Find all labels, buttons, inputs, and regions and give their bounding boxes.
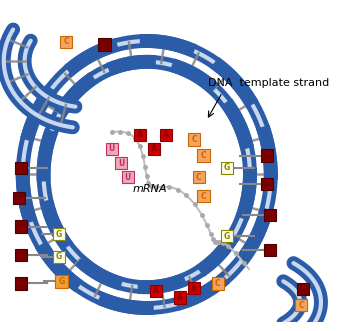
Text: DNA  template strand: DNA template strand [208, 78, 329, 88]
FancyBboxPatch shape [15, 277, 27, 290]
Text: A: A [191, 284, 197, 293]
Text: U: U [109, 144, 115, 154]
Text: C: C [191, 135, 197, 144]
FancyBboxPatch shape [106, 143, 118, 155]
Text: A: A [137, 130, 143, 139]
Text: A: A [163, 130, 169, 139]
FancyBboxPatch shape [261, 178, 273, 190]
Text: C: C [63, 37, 69, 46]
FancyBboxPatch shape [212, 277, 224, 290]
Text: C: C [215, 279, 221, 288]
FancyBboxPatch shape [264, 209, 276, 221]
Text: A: A [153, 286, 159, 296]
FancyBboxPatch shape [261, 149, 273, 162]
FancyBboxPatch shape [52, 251, 65, 263]
FancyBboxPatch shape [134, 128, 146, 141]
FancyBboxPatch shape [52, 228, 65, 240]
FancyBboxPatch shape [221, 162, 233, 174]
Text: C: C [201, 151, 206, 160]
Text: G: G [224, 164, 230, 172]
Text: A: A [177, 293, 183, 302]
Text: G: G [58, 277, 65, 286]
Text: C: C [298, 301, 304, 310]
FancyBboxPatch shape [150, 285, 162, 297]
Text: G: G [224, 232, 230, 241]
Text: U: U [125, 173, 131, 182]
FancyBboxPatch shape [122, 171, 134, 183]
Text: G: G [56, 252, 62, 261]
Text: C: C [196, 173, 202, 182]
Text: U: U [118, 159, 124, 167]
Text: G: G [56, 230, 62, 239]
FancyBboxPatch shape [15, 220, 27, 233]
FancyBboxPatch shape [221, 230, 233, 242]
FancyBboxPatch shape [197, 149, 210, 162]
FancyBboxPatch shape [55, 275, 68, 288]
FancyBboxPatch shape [264, 244, 276, 257]
FancyBboxPatch shape [188, 133, 200, 146]
FancyBboxPatch shape [98, 38, 111, 51]
FancyBboxPatch shape [197, 190, 210, 203]
FancyBboxPatch shape [193, 171, 205, 183]
FancyBboxPatch shape [148, 143, 161, 155]
FancyBboxPatch shape [115, 157, 127, 169]
FancyBboxPatch shape [60, 36, 73, 48]
FancyBboxPatch shape [159, 128, 172, 141]
FancyBboxPatch shape [15, 162, 27, 174]
Text: mRNA: mRNA [133, 184, 167, 194]
FancyBboxPatch shape [295, 299, 307, 311]
FancyBboxPatch shape [174, 291, 186, 304]
Text: A: A [151, 144, 157, 154]
FancyBboxPatch shape [13, 192, 25, 204]
Text: C: C [201, 192, 206, 201]
FancyBboxPatch shape [15, 249, 27, 261]
FancyBboxPatch shape [188, 282, 200, 294]
FancyBboxPatch shape [297, 283, 309, 295]
